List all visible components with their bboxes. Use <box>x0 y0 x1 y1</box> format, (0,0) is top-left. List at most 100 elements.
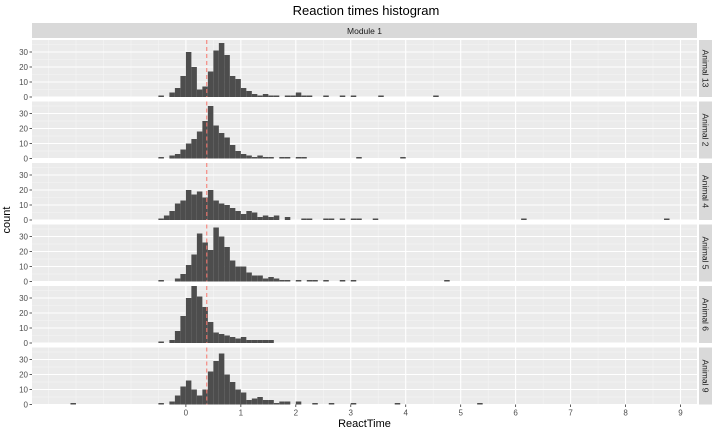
histogram-bar <box>268 340 274 343</box>
histogram-bar <box>235 266 241 282</box>
histogram-bar <box>158 95 164 97</box>
x-tick-label: 6 <box>513 409 518 418</box>
histogram-bar <box>262 215 269 220</box>
histogram-bar <box>246 91 252 97</box>
y-tick-label: 20 <box>19 186 28 195</box>
facet-panel: 0 10 20 30 Animal 9 <box>19 347 712 410</box>
facet-panels: 0 10 20 30 Animal 13 0 10 20 30 Animal 2 0 10 20 30 An… <box>19 40 712 410</box>
histogram-bar <box>378 95 384 97</box>
histogram-bar <box>218 133 225 159</box>
histogram-bar <box>207 190 214 220</box>
y-tick-label: 10 <box>19 140 28 149</box>
histogram-bar <box>174 154 181 159</box>
histogram-bar <box>202 242 208 282</box>
histogram-bar <box>70 403 76 405</box>
histogram-bar <box>213 50 219 97</box>
y-tick-label: 30 <box>19 233 28 242</box>
histogram-bar <box>196 131 203 159</box>
row-strip <box>699 286 712 343</box>
histogram-bar <box>295 401 302 405</box>
histogram-bar <box>521 218 527 220</box>
histogram-bar <box>273 215 280 220</box>
histogram-bar <box>284 401 291 405</box>
panel-background <box>32 286 697 343</box>
histogram-bar <box>229 337 236 343</box>
y-tick-label: 30 <box>19 171 28 180</box>
histogram-bar <box>301 95 307 97</box>
histogram-bar <box>191 389 197 405</box>
histogram-bar <box>246 155 252 159</box>
histogram-bar <box>251 157 258 159</box>
histogram-bar <box>240 337 247 343</box>
histogram-bar <box>207 250 214 282</box>
histogram-bar <box>339 218 346 220</box>
histogram-bar <box>664 218 670 220</box>
histogram-bar <box>235 151 241 159</box>
histogram-bar <box>328 218 335 220</box>
histogram-bar <box>240 392 247 405</box>
y-tick-label: 0 <box>24 216 29 225</box>
facet-panel: 0 10 20 30 Animal 5 <box>19 224 712 287</box>
histogram-bar <box>273 95 280 97</box>
histogram-bar <box>257 275 263 282</box>
histogram-bar <box>295 280 302 282</box>
panel-background <box>32 347 697 405</box>
panel-background <box>32 101 697 159</box>
histogram-bar <box>185 298 192 343</box>
histogram-bar <box>301 218 307 220</box>
histogram-bar <box>229 76 236 97</box>
row-strip-label: Animal 6 <box>701 298 711 331</box>
histogram-bar <box>268 400 274 405</box>
y-axis-title: count <box>1 207 13 234</box>
histogram-bar <box>279 157 285 159</box>
x-tick-label: 5 <box>458 409 463 418</box>
histogram-bar <box>229 382 236 405</box>
histogram-bar <box>163 215 170 220</box>
histogram-bar <box>235 389 241 405</box>
histogram-bar <box>224 374 230 405</box>
y-tick-label: 30 <box>19 110 28 119</box>
histogram-bar <box>240 266 247 282</box>
histogram-bar <box>174 203 181 220</box>
histogram-bar <box>174 278 181 282</box>
histogram-bar <box>218 334 225 343</box>
histogram-bar <box>169 92 175 97</box>
y-tick-label: 20 <box>19 309 28 318</box>
histogram-bar <box>180 149 186 159</box>
histogram-bar <box>218 236 225 282</box>
histogram-bar <box>202 86 208 97</box>
histogram-bar <box>246 340 252 343</box>
histogram-bar <box>169 155 175 159</box>
histogram-bar <box>306 218 313 220</box>
x-axis: 0 1 2 3 4 5 6 7 8 9 <box>184 404 683 418</box>
histogram-bar <box>400 157 406 159</box>
histogram-bar <box>213 125 219 159</box>
y-tick-label: 0 <box>24 339 29 348</box>
x-tick-label: 4 <box>403 409 408 418</box>
histogram-bar <box>350 403 357 405</box>
histogram-bar <box>394 403 401 405</box>
histogram-bar <box>284 95 291 97</box>
histogram-bar <box>257 95 263 97</box>
histogram-bar <box>218 203 225 220</box>
histogram-bar <box>339 95 346 97</box>
histogram-bar <box>202 121 208 159</box>
row-strip <box>699 40 712 97</box>
column-strip-label: Module 1 <box>347 26 382 36</box>
histogram-bar <box>306 280 313 282</box>
histogram-bar <box>224 335 230 343</box>
histogram-bar <box>257 217 263 220</box>
histogram-bar <box>257 397 263 405</box>
histogram-bar <box>240 154 247 159</box>
histogram-bar <box>339 280 346 282</box>
histogram-bar <box>185 380 192 405</box>
row-strip <box>699 224 712 282</box>
x-tick-label: 7 <box>568 409 573 418</box>
histogram-bar <box>180 274 186 282</box>
x-tick-label: 1 <box>239 409 244 418</box>
histogram-bar <box>477 403 483 405</box>
histogram-bar <box>240 214 247 220</box>
histogram-bar <box>185 143 192 159</box>
histogram-bar <box>312 280 318 282</box>
